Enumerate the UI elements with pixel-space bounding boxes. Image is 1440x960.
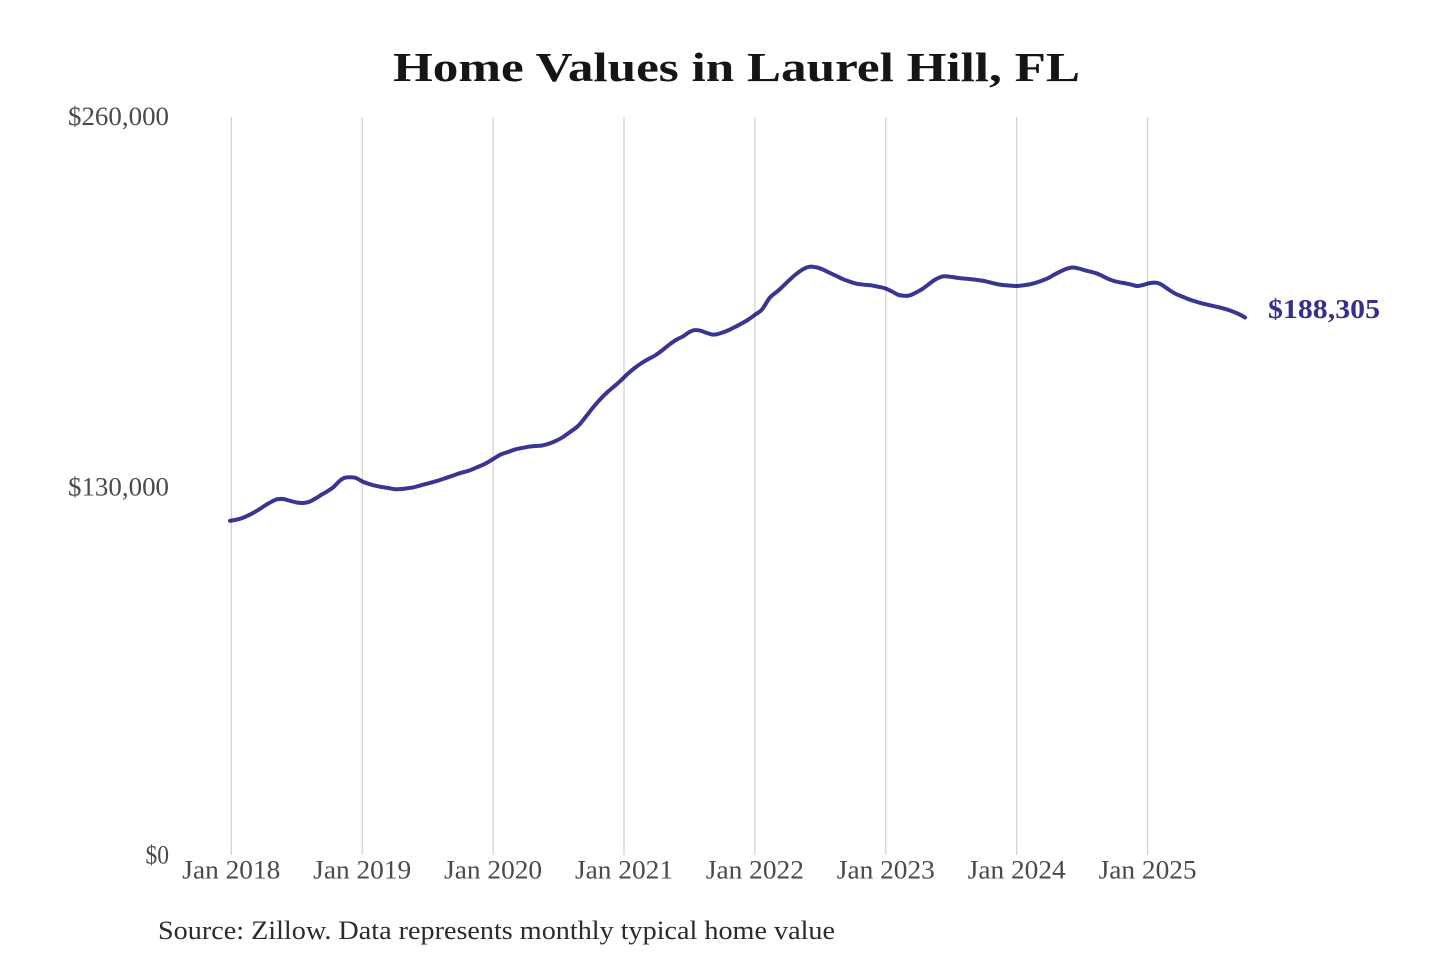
svg-text:Home Values in Laurel Hill, FL: Home Values in Laurel Hill, FL [393,44,1080,90]
svg-text:$260,000: $260,000 [68,101,169,131]
svg-text:Jan 2021: Jan 2021 [575,855,673,885]
svg-text:Jan 2020: Jan 2020 [444,855,542,885]
svg-text:Jan 2023: Jan 2023 [837,855,935,885]
svg-text:Jan 2022: Jan 2022 [706,855,804,885]
svg-text:Jan 2018: Jan 2018 [182,855,280,885]
svg-text:$188,305: $188,305 [1268,294,1380,324]
svg-text:Jan 2024: Jan 2024 [968,855,1066,885]
svg-text:$0: $0 [146,840,170,870]
svg-text:$130,000: $130,000 [68,471,169,501]
svg-text:Source: Zillow. Data represent: Source: Zillow. Data represents monthly … [158,915,835,945]
svg-text:Jan 2025: Jan 2025 [1099,855,1197,885]
svg-text:Jan 2019: Jan 2019 [313,855,411,885]
